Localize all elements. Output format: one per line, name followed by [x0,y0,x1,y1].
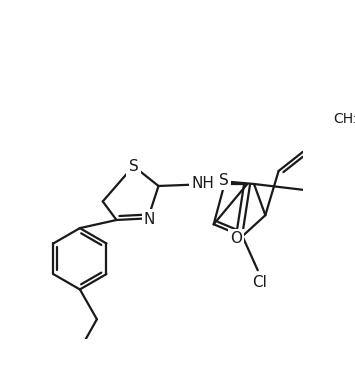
Text: O: O [230,231,242,246]
Text: S: S [219,173,229,188]
Text: S: S [129,158,138,173]
Text: N: N [144,212,155,227]
Text: Cl: Cl [252,274,267,290]
Text: CH₃: CH₃ [334,112,355,126]
Text: NH: NH [191,176,214,191]
